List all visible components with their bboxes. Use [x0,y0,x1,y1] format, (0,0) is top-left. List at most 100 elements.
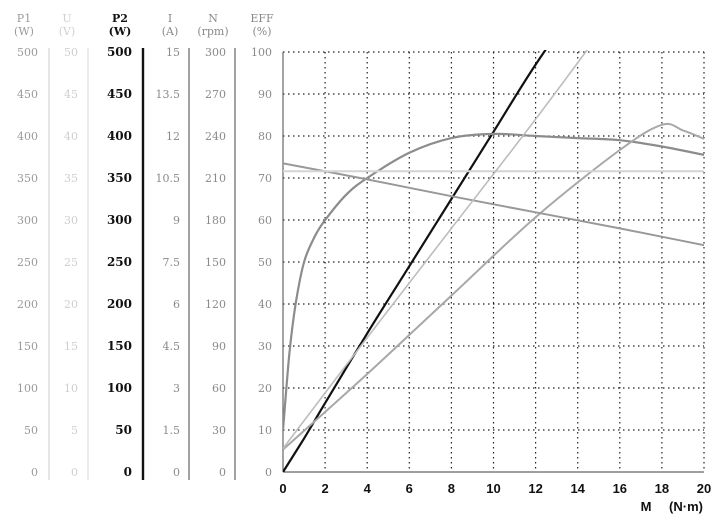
scale-tick-n: 60 [212,382,226,395]
scale-tick-p1: 500 [17,46,38,59]
scale-tick-eff: 0 [265,466,272,479]
scale-tick-p2: 150 [107,339,132,353]
scale-tick-n: 300 [205,46,226,59]
scale-tick-i: 6 [173,298,180,311]
scale-tick-p2: 100 [107,381,132,395]
scale-tick-p2: 0 [124,465,132,479]
x-tick-label: 12 [528,481,542,496]
curve-n [283,162,705,247]
scale-tick-n: 150 [205,256,226,269]
scale-unit-p2: (W) [109,25,132,38]
scale-tick-u: 30 [64,214,78,227]
curve-eff [283,132,705,431]
scale-tick-u: 45 [64,88,78,101]
scale-n: N(rpm) 0 30 60 90 120 150 180 210 240 270 300 [197,12,228,479]
x-tick-label: 20 [697,481,711,496]
scale-tick-n: 90 [212,340,226,353]
performance-curves [283,50,705,472]
scale-tick-i: 15 [166,46,180,59]
scale-tick-eff: 30 [258,340,272,353]
scale-tick-p1: 300 [17,214,38,227]
scale-tick-eff: 80 [258,130,272,143]
scale-tick-eff: 60 [258,214,272,227]
scale-eff: EFF(%) 0 10 20 30 40 50 60 70 80 90 100 [250,12,274,479]
x-axis: 0 2 4 6 8 10 12 14 16 18 20 M (N·m) [279,481,711,514]
x-tick-label: 4 [364,481,372,496]
scale-tick-n: 270 [205,88,226,101]
scale-tick-eff: 20 [258,382,272,395]
scale-unit-n: (rpm) [197,25,228,38]
scale-tick-p1: 250 [17,256,38,269]
scale-header-p1: P1 [17,12,31,25]
scale-tick-i: 13.5 [156,88,181,101]
scale-tick-n: 120 [205,298,226,311]
scale-tick-p2: 200 [107,297,132,311]
plot-grid [282,51,705,473]
scale-tick-p2: 500 [107,45,132,59]
scale-tick-eff: 90 [258,88,272,101]
scale-tick-eff: 40 [258,298,272,311]
scale-tick-i: 1.5 [163,424,181,437]
curve-i [283,122,705,451]
scale-tick-eff: 70 [258,172,272,185]
scale-header-n: N [208,12,218,25]
scale-tick-p1: 400 [17,130,38,143]
scale-tick-p2: 350 [107,171,132,185]
scale-tick-eff: 100 [251,46,272,59]
x-tick-label: 2 [321,481,328,496]
scale-tick-u: 25 [64,256,78,269]
scale-tick-p2: 50 [115,423,132,437]
scale-tick-u: 0 [71,466,78,479]
scale-tick-u: 50 [64,46,78,59]
scale-header-u: U [62,12,71,25]
scale-tick-u: 5 [71,424,78,437]
x-tick-label: 8 [448,481,455,496]
x-tick-label: 6 [406,481,413,496]
scale-tick-p2: 300 [107,213,132,227]
scale-tick-n: 0 [219,466,226,479]
scale-unit-i: (A) [162,25,179,38]
curve-p1 [283,50,589,449]
scale-tick-i: 9 [173,214,180,227]
x-tick-label: 18 [655,481,669,496]
scale-tick-u: 35 [64,172,78,185]
scale-p1: P1(W) 0 50 100 150 200 250 300 350 400 450 500 [14,12,38,479]
x-tick-label: 0 [279,481,286,496]
scale-tick-n: 240 [205,130,226,143]
scale-tick-p1: 450 [17,88,38,101]
scale-unit-p1: (W) [14,25,34,38]
scale-tick-eff: 50 [258,256,272,269]
scale-header-i: I [168,12,172,25]
scale-tick-n: 180 [205,214,226,227]
scale-tick-p2: 250 [107,255,132,269]
scale-tick-u: 15 [64,340,78,353]
x-tick-label: 14 [570,481,585,496]
scale-tick-i: 0 [173,466,180,479]
scale-tick-n: 210 [205,172,226,185]
scale-tick-p1: 50 [24,424,38,437]
x-axis-label: M [641,499,652,514]
scale-tick-i: 3 [173,382,180,395]
scale-tick-p1: 150 [17,340,38,353]
scale-tick-u: 10 [64,382,78,395]
scale-tick-u: 40 [64,130,78,143]
scale-tick-p2: 450 [107,87,132,101]
scale-p2: P2(W) 0 50 100 150 200 250 300 350 400 450 500 [107,12,132,479]
scale-tick-p2: 400 [107,129,132,143]
x-tick-label: 16 [613,481,627,496]
scale-tick-n: 30 [212,424,226,437]
scale-tick-p1: 350 [17,172,38,185]
scale-header-p2: P2 [112,12,128,25]
scale-header-eff: EFF [250,12,274,25]
scale-tick-i: 10.5 [156,172,181,185]
scale-unit-eff: (%) [252,25,271,38]
scale-tick-p1: 100 [17,382,38,395]
x-tick-label: 10 [486,481,500,496]
x-axis-unit: (N·m) [669,499,703,514]
scale-tick-p1: 0 [31,466,38,479]
scale-i: I(A) 0 1.5 3 4.5 6 7.5 9 10.5 12 13.5 15 [156,12,181,479]
scale-tick-p1: 200 [17,298,38,311]
scale-tick-i: 7.5 [163,256,181,269]
y-scales: P1(W)050100150200250300350400450500U(V)0… [14,12,274,480]
